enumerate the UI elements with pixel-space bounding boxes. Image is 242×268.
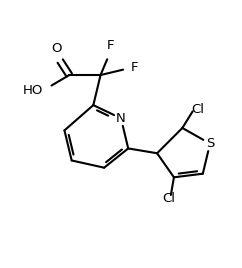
Text: Cl: Cl	[163, 192, 176, 205]
Text: Cl: Cl	[191, 103, 204, 116]
Text: F: F	[106, 39, 114, 52]
Text: O: O	[51, 42, 61, 55]
Text: HO: HO	[23, 84, 43, 97]
Text: N: N	[116, 112, 126, 125]
Text: F: F	[131, 61, 138, 74]
Text: S: S	[206, 137, 214, 150]
